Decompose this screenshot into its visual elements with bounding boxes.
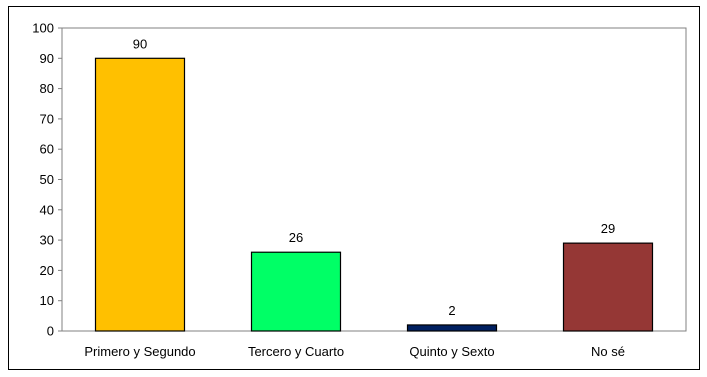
- y-tick-label: 40: [40, 202, 54, 217]
- y-tick-label: 90: [40, 51, 54, 66]
- bar: [562, 242, 654, 332]
- bars: [94, 57, 654, 332]
- y-tick-label: 0: [47, 324, 54, 339]
- data-label: 90: [133, 36, 147, 51]
- bar: [250, 251, 342, 332]
- y-tick-label: 60: [40, 142, 54, 157]
- x-axis-labels: Primero y Segundo Tercero y Cuarto Quinto …: [84, 344, 625, 359]
- y-axis: 0 10 20 30 40 50 60 70 80 90 100: [32, 21, 62, 339]
- y-tick-label: 30: [40, 233, 54, 248]
- x-tick-label: No sé: [591, 344, 625, 359]
- x-tick-label: Tercero y Cuarto: [248, 344, 344, 359]
- bar: [406, 324, 498, 332]
- y-tick-label: 20: [40, 263, 54, 278]
- data-label: 2: [448, 303, 455, 318]
- bar: [94, 57, 186, 332]
- y-tick-label: 50: [40, 172, 54, 187]
- y-tick-label: 80: [40, 81, 54, 96]
- y-tick-label: 70: [40, 111, 54, 126]
- data-label: 26: [289, 230, 303, 245]
- data-labels: 90 26 2 29: [133, 36, 615, 318]
- x-tick-label: Quinto y Sexto: [409, 344, 494, 359]
- x-tick-label: Primero y Segundo: [84, 344, 195, 359]
- data-label: 29: [601, 221, 615, 236]
- y-tick-label: 100: [32, 21, 54, 36]
- y-tick-label: 10: [40, 293, 54, 308]
